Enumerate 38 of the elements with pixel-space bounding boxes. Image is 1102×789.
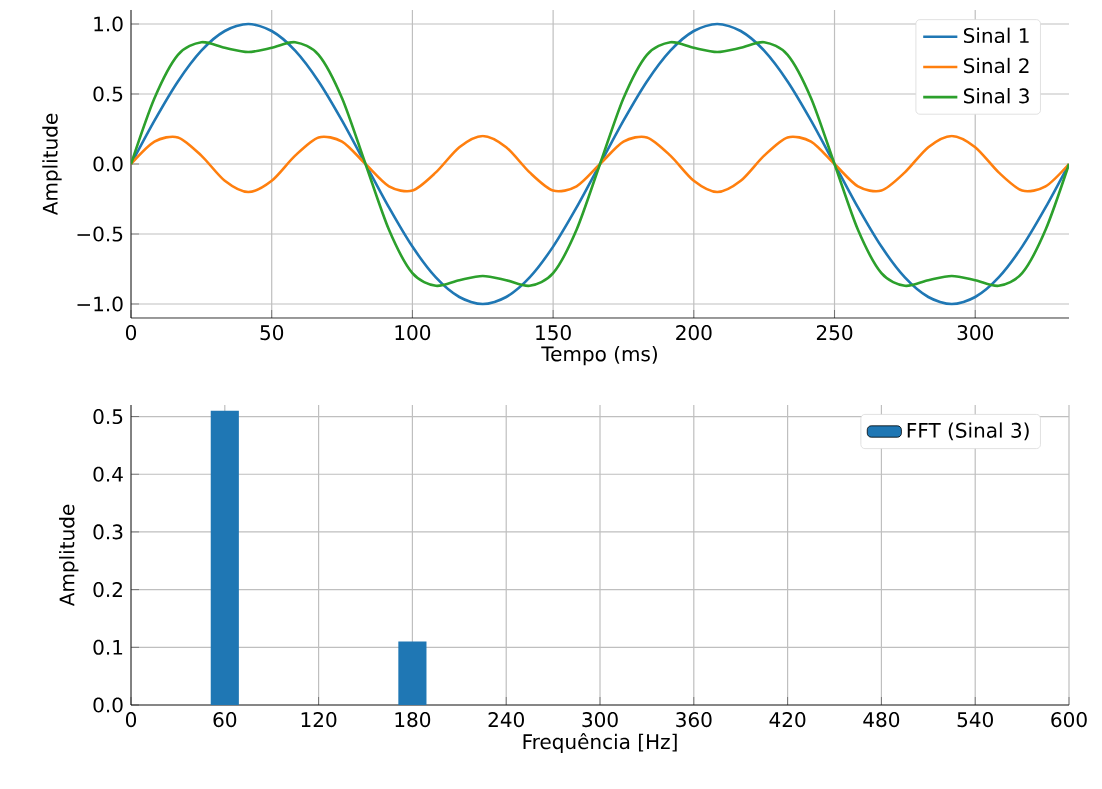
x-axis-title: Frequência [Hz] xyxy=(523,732,677,754)
y-tick-label: 0.5 xyxy=(93,86,123,102)
x-tick-label: 60 xyxy=(213,712,237,728)
y-tick-label: 1.0 xyxy=(94,16,123,32)
y-tick-label: 0.2 xyxy=(93,582,122,598)
legend-label: Sinal 3 xyxy=(963,88,1029,104)
y-axis-title: Amplitude xyxy=(59,504,79,607)
line-series xyxy=(131,134,1070,194)
y-tick-label: 0.3 xyxy=(93,524,123,540)
x-tick-label: 420 xyxy=(769,712,806,728)
y-tick-label: 0.0 xyxy=(93,697,123,713)
x-tick-label: 0 xyxy=(125,712,137,728)
y-tick-label: 0.5 xyxy=(93,408,123,425)
legend-label: FFT (Sinal 3) xyxy=(907,422,1029,441)
x-tick-label: 540 xyxy=(957,712,993,728)
x-tick-label: 120 xyxy=(301,712,337,728)
x-axis-title: Tempo (ms) xyxy=(541,345,657,366)
y-tick-label: −0.5 xyxy=(77,226,123,242)
x-tick-label: 360 xyxy=(676,712,712,728)
x-tick-label: 150 xyxy=(536,325,571,341)
x-tick-label: 600 xyxy=(1051,712,1087,728)
x-tick-label: 180 xyxy=(395,712,431,728)
legend-label: Sinal 2 xyxy=(963,57,1029,74)
x-tick-label: 0 xyxy=(125,325,137,341)
y-axis-title: Amplitude xyxy=(42,113,62,216)
x-tick-label: 240 xyxy=(488,712,524,728)
x-tick-label: 300 xyxy=(957,325,993,341)
y-tick-label: 0.1 xyxy=(93,639,123,655)
y-tick-label: 0.0 xyxy=(93,156,123,172)
y-tick-label: 0.4 xyxy=(93,466,123,482)
x-tick-label: 200 xyxy=(676,325,712,341)
x-tick-label: 50 xyxy=(260,325,284,341)
legend-label: Sinal 1 xyxy=(963,27,1029,44)
x-tick-label: 100 xyxy=(395,325,431,341)
x-tick-label: 300 xyxy=(582,712,618,728)
y-tick-label: −1.0 xyxy=(77,296,123,312)
x-tick-label: 250 xyxy=(816,325,853,341)
x-tick-label: 480 xyxy=(863,712,900,728)
